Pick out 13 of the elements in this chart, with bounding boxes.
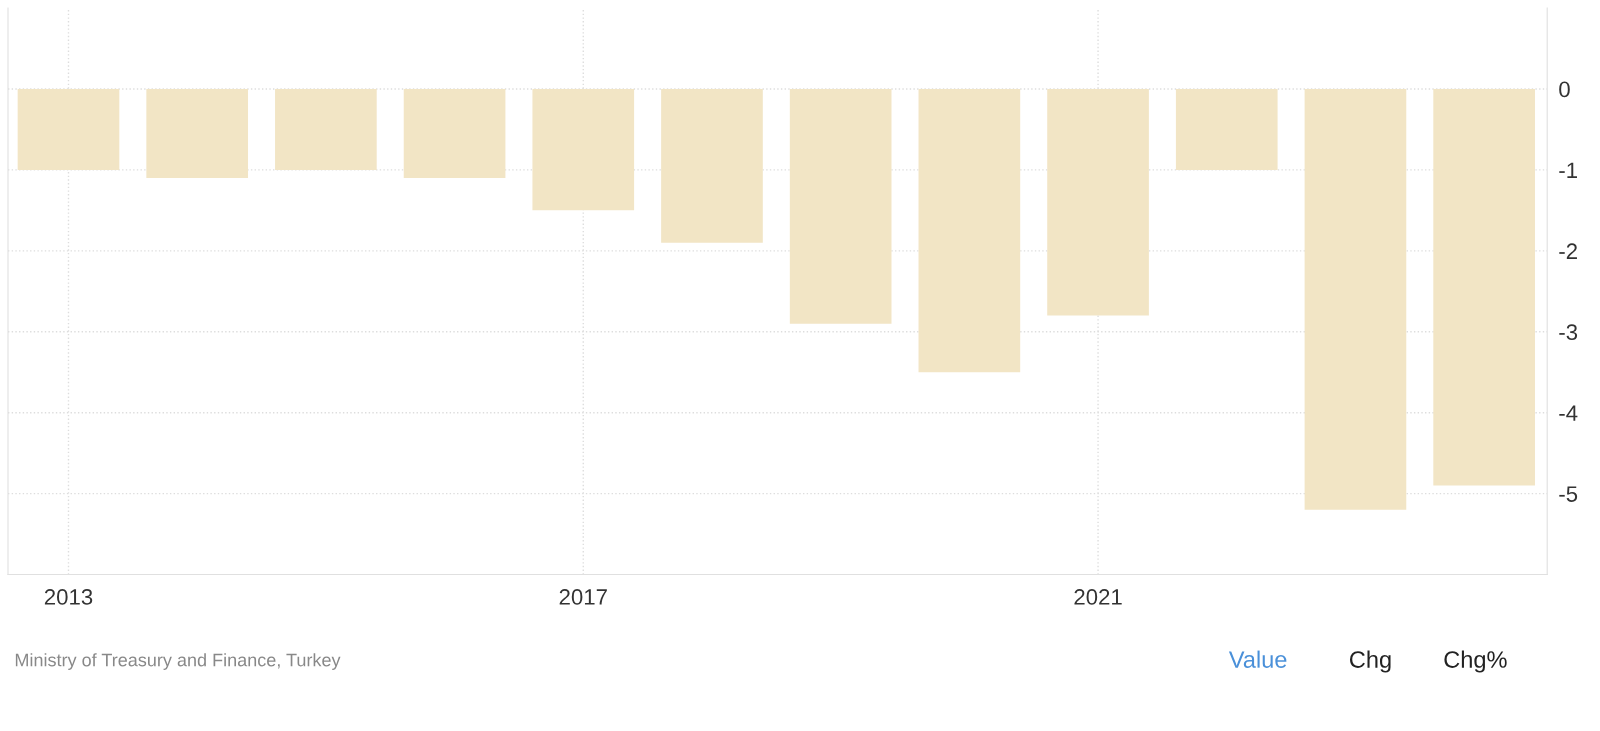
y-tick-label: -4 xyxy=(1559,405,1578,421)
y-tick-label: -5 xyxy=(1559,486,1578,502)
text: Chg% xyxy=(1444,650,1507,673)
x-tick-label: 2017 xyxy=(559,589,607,605)
y-tick-label: -2 xyxy=(1559,243,1577,259)
y-tick-label: -1 xyxy=(1559,162,1577,178)
y-tick-label: 0 xyxy=(1559,81,1570,98)
text: Value xyxy=(1228,650,1287,668)
x-tick-label: 2021 xyxy=(1074,589,1122,605)
y-tick-label: -3 xyxy=(1559,324,1578,341)
text: Chg xyxy=(1350,650,1391,673)
text: Ministry of Treasury and Finance, Turkey xyxy=(15,653,341,670)
x-tick-label: 2013 xyxy=(44,589,93,605)
